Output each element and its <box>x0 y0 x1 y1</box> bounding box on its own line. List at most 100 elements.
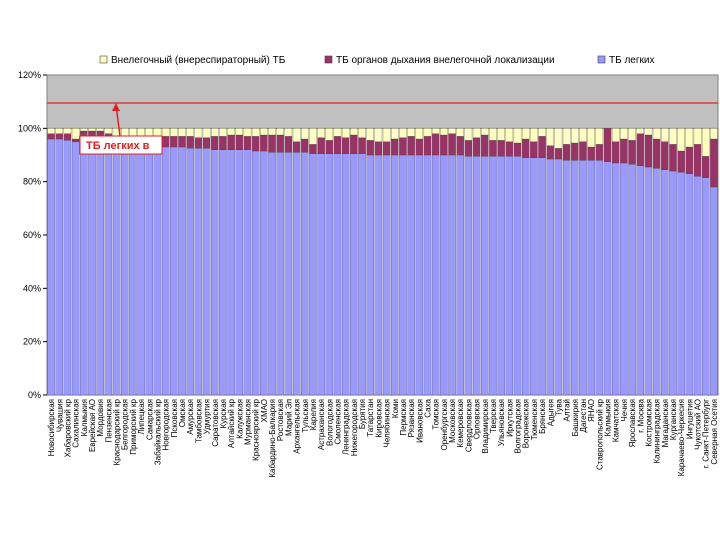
bar-segment <box>431 154 440 396</box>
bar-segment <box>571 160 579 396</box>
bar-segment <box>571 142 579 161</box>
bar-segment <box>153 145 162 396</box>
bar-segment <box>104 128 113 134</box>
bar-segment <box>391 128 399 140</box>
x-tick-label: Вологодская <box>325 399 334 446</box>
bar-segment <box>88 141 96 396</box>
x-tick-label: Краснодарский кр <box>113 398 122 465</box>
x-tick-label: Дагестан <box>579 399 588 433</box>
bar-segment <box>701 156 710 178</box>
bar-segment <box>472 128 481 138</box>
x-tick-label: Карелия <box>309 399 318 430</box>
bar-segment <box>358 128 366 138</box>
bar-segment <box>628 140 636 165</box>
bar-segment <box>530 128 538 142</box>
bar-segment <box>145 145 154 396</box>
bar-segment <box>595 160 604 396</box>
bar-segment <box>587 146 595 161</box>
bar-segment <box>710 138 718 188</box>
bar-segment <box>382 128 391 142</box>
y-tick-label: 40% <box>23 283 41 293</box>
bar-segment <box>505 141 514 157</box>
bar-segment <box>358 137 366 154</box>
x-tick-label: Калмыкия <box>604 399 613 436</box>
x-tick-label: Мурманская <box>243 399 252 445</box>
bar-segment <box>202 148 211 396</box>
bar-segment <box>456 154 464 396</box>
x-tick-label: Хабаровский кр <box>63 398 72 457</box>
bar-segment <box>448 128 456 134</box>
bar-segment <box>644 166 653 396</box>
x-tick-label: Тверская <box>489 399 498 433</box>
x-tick-label: Красноярский кр <box>252 398 261 460</box>
bar-segment <box>440 154 448 396</box>
x-tick-label: Башкирия <box>571 399 580 436</box>
x-tick-label: Адыгея <box>546 399 555 426</box>
bar-segment <box>161 146 170 396</box>
bar-segment <box>554 128 563 149</box>
bar-segment <box>235 128 244 136</box>
bar-segment <box>96 141 104 396</box>
bar-segment <box>521 138 530 158</box>
x-tick-label: ХМАО <box>260 399 269 422</box>
bar-segment <box>685 128 694 148</box>
bar-segment <box>407 128 415 137</box>
x-tick-label: ЯНАО <box>587 399 596 422</box>
x-tick-label: Ростовская <box>276 399 285 441</box>
bar-segment <box>211 149 219 396</box>
bar-segment <box>431 133 440 156</box>
x-tick-label: Удмуртия <box>203 399 212 434</box>
x-tick-label: Кировская <box>374 399 383 438</box>
bar-segment <box>284 152 293 396</box>
bar-segment <box>620 162 628 396</box>
bar-segment <box>701 128 710 157</box>
bar-segment <box>415 154 424 396</box>
bar-segment <box>350 128 358 136</box>
bar-segment <box>595 128 604 145</box>
bar-segment <box>194 128 203 138</box>
x-tick-label: Московская <box>448 399 457 443</box>
bar-segment <box>399 154 407 396</box>
bar-segment <box>497 140 505 157</box>
bar-segment <box>481 134 489 157</box>
bar-segment <box>104 141 113 396</box>
bar-segment <box>423 136 432 156</box>
bar-segment <box>63 133 72 141</box>
bar-segment <box>301 138 309 153</box>
bar-segment <box>611 162 620 396</box>
bar-segment <box>489 140 497 157</box>
bar-segment <box>513 142 522 157</box>
bar-segment <box>309 128 317 145</box>
x-tick-label: Архангельская <box>293 399 302 454</box>
bar-segment <box>636 128 645 134</box>
x-tick-label: Новосибирская <box>47 399 56 456</box>
bar-segment <box>88 128 96 132</box>
bar-segment <box>55 128 64 134</box>
bar-segment <box>227 134 235 150</box>
bar-segment <box>456 136 464 156</box>
x-tick-label: Коми <box>391 399 400 418</box>
bar-segment <box>399 128 407 138</box>
bar-segment <box>620 128 628 140</box>
x-tick-label: Иркутская <box>505 399 514 437</box>
bar-segment <box>710 186 718 396</box>
bar-segment <box>521 128 530 140</box>
bar-segment <box>587 128 595 148</box>
bar-segment <box>333 136 342 154</box>
annotation-text: ТБ легких в <box>86 140 150 152</box>
bar-segment <box>440 134 448 156</box>
bar-segment <box>211 136 219 150</box>
bar-segment <box>644 134 653 168</box>
bar-segment <box>661 169 669 396</box>
bar-segment <box>399 137 407 156</box>
x-tick-label: Самарская <box>145 399 154 440</box>
bar-segment <box>636 165 645 396</box>
bar-segment <box>276 134 284 153</box>
bar-segment <box>112 142 121 396</box>
bar-segment <box>669 170 677 396</box>
bar-segment <box>497 128 505 141</box>
bar-segment <box>562 144 571 161</box>
bar-segment <box>431 128 440 134</box>
x-tick-label: Алтай <box>563 399 572 422</box>
bar-segment <box>202 128 211 138</box>
